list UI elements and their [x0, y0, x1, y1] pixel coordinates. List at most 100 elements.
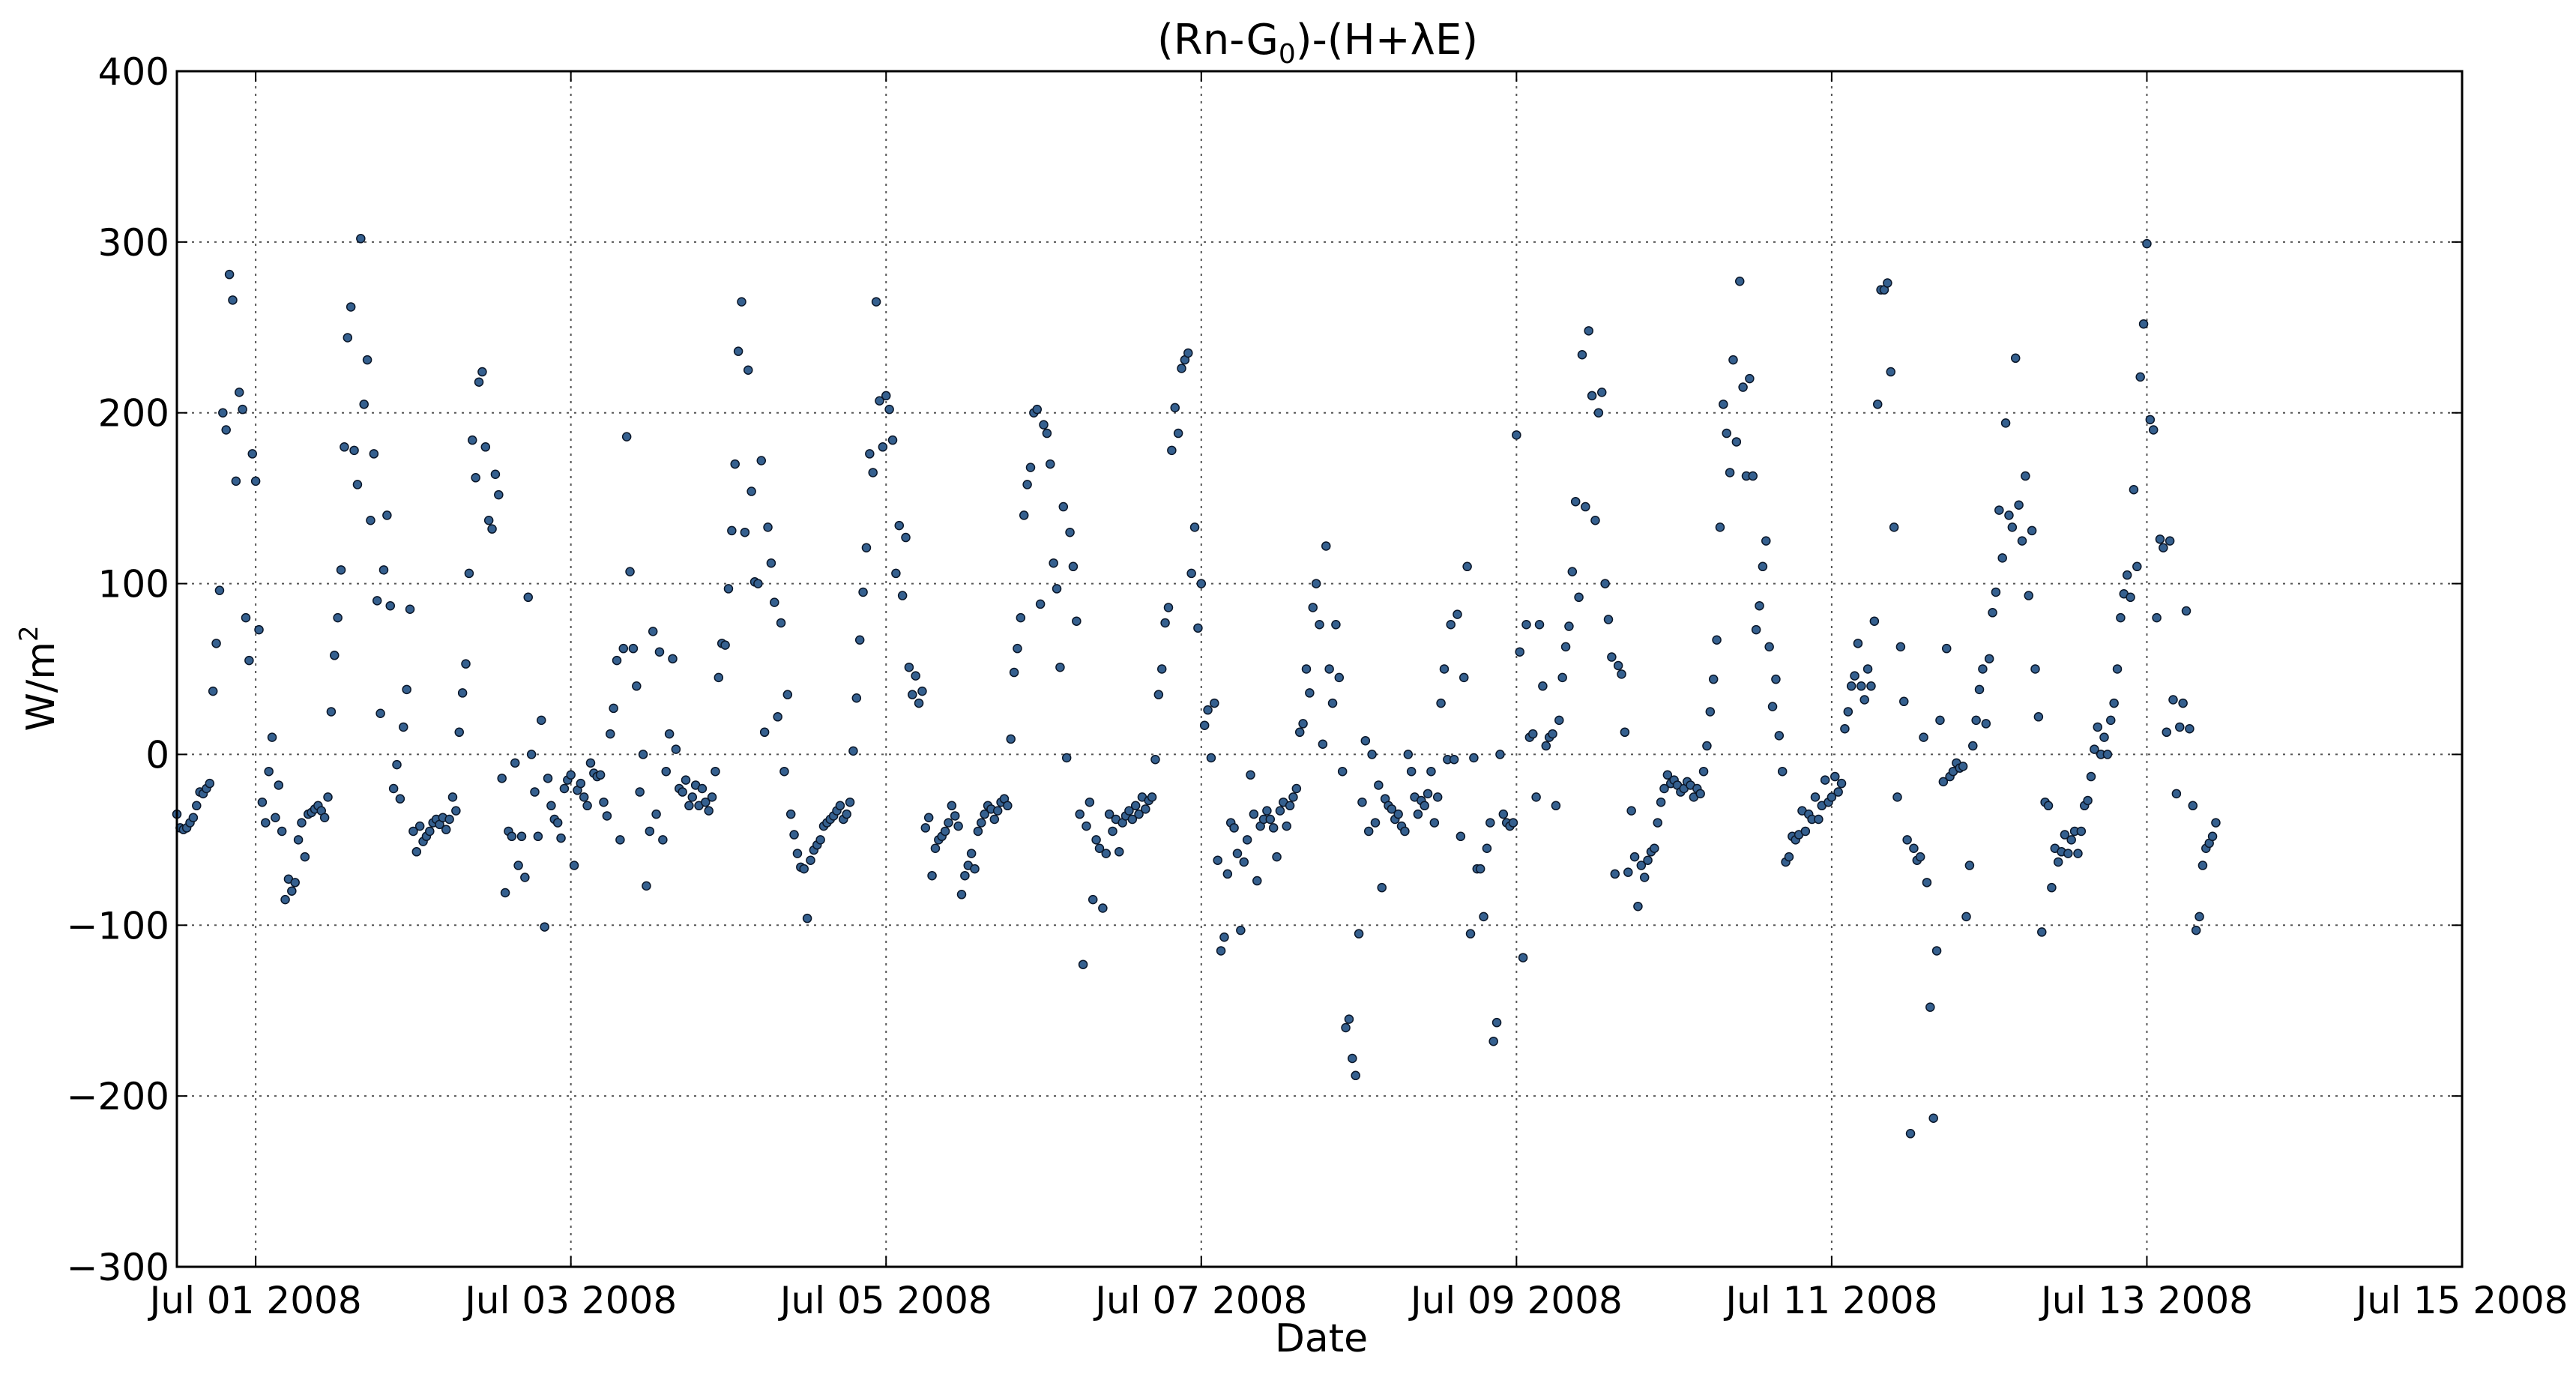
data-point	[1761, 536, 1771, 546]
data-point	[1981, 719, 1991, 729]
data-point	[1862, 664, 1873, 674]
data-point	[2060, 830, 2070, 840]
data-point	[615, 835, 625, 845]
data-point	[1498, 809, 1509, 819]
data-point	[1859, 695, 1869, 705]
data-point	[1491, 1017, 1502, 1028]
data-point	[1147, 792, 1157, 802]
data-point	[579, 792, 589, 802]
data-point	[2116, 612, 2126, 623]
data-point	[1337, 766, 1348, 777]
data-point	[766, 558, 776, 568]
data-point	[1931, 946, 1942, 956]
data-point	[425, 826, 435, 837]
y-label-superscript: 2	[14, 625, 44, 642]
data-point	[806, 855, 815, 865]
data-point	[1061, 753, 1072, 763]
data-point	[992, 806, 1003, 816]
data-point	[293, 835, 304, 845]
data-point	[858, 587, 868, 597]
data-point	[2181, 606, 2192, 616]
data-point	[1357, 797, 1367, 807]
data-point	[668, 654, 678, 664]
data-point	[1035, 599, 1046, 609]
data-point	[661, 766, 671, 777]
data-point	[1039, 420, 1049, 430]
data-point	[520, 873, 530, 882]
data-point	[1275, 806, 1285, 816]
data-point	[802, 913, 812, 923]
data-point	[369, 449, 379, 459]
data-point	[326, 707, 337, 717]
data-point	[261, 818, 271, 828]
data-point	[628, 643, 639, 654]
data-point	[323, 792, 333, 802]
data-point	[648, 627, 658, 636]
data-point	[1719, 400, 1728, 409]
data-point	[399, 722, 408, 732]
data-point	[848, 746, 858, 756]
x-tick-label: Jul 01 2008	[148, 1279, 362, 1322]
data-point	[1183, 348, 1193, 358]
data-point	[1541, 741, 1551, 751]
data-point	[1850, 671, 1859, 681]
data-point	[759, 727, 770, 738]
data-point	[1968, 741, 1978, 751]
data-point	[1633, 901, 1643, 912]
data-point	[1784, 852, 1794, 862]
data-point	[2076, 826, 2087, 837]
data-point	[871, 297, 881, 307]
data-point	[1177, 364, 1186, 373]
data-point	[1820, 775, 1830, 785]
data-point	[1902, 835, 1912, 845]
data-point	[1925, 1002, 1935, 1012]
data-point	[1607, 652, 1617, 662]
data-point	[1134, 809, 1144, 819]
data-point	[1600, 579, 1610, 588]
data-point	[684, 801, 694, 811]
data-point	[1659, 783, 1669, 794]
data-point	[411, 847, 422, 857]
data-point	[408, 826, 418, 837]
data-point	[1751, 624, 1761, 635]
data-point	[1626, 806, 1636, 816]
data-point	[1843, 707, 1853, 717]
data-point	[1078, 959, 1088, 969]
data-point	[1590, 516, 1600, 525]
data-point	[887, 435, 898, 445]
data-point	[1653, 818, 1662, 828]
data-point	[1344, 1014, 1354, 1024]
x-axis-label: Date	[1275, 1316, 1368, 1361]
data-point	[953, 821, 963, 831]
data-point	[382, 510, 392, 520]
data-point	[566, 770, 576, 780]
data-point	[638, 750, 648, 759]
data-point	[441, 825, 451, 834]
data-point	[1331, 620, 1341, 630]
data-point	[851, 693, 862, 703]
data-point	[1114, 847, 1124, 857]
plot-frame	[175, 70, 2464, 1268]
data-point	[1308, 603, 1318, 612]
data-point	[1656, 797, 1666, 807]
data-point	[1374, 780, 1384, 790]
data-point	[464, 568, 474, 579]
data-point	[1708, 674, 1719, 684]
data-point	[727, 525, 737, 536]
data-point	[1603, 615, 1614, 624]
data-point	[468, 435, 477, 445]
data-point	[2152, 612, 2162, 623]
data-point	[681, 775, 691, 785]
x-tick-label: Jul 05 2008	[778, 1279, 992, 1322]
data-point	[1049, 558, 1058, 568]
data-point	[1889, 522, 1899, 532]
data-point	[977, 818, 986, 828]
data-point	[1469, 753, 1479, 763]
data-point	[1236, 925, 1246, 935]
data-point	[664, 729, 675, 739]
data-point	[2109, 698, 2119, 708]
data-point	[595, 770, 606, 780]
data-point	[1334, 672, 1345, 683]
data-point	[1196, 579, 1207, 588]
data-point	[487, 524, 497, 534]
